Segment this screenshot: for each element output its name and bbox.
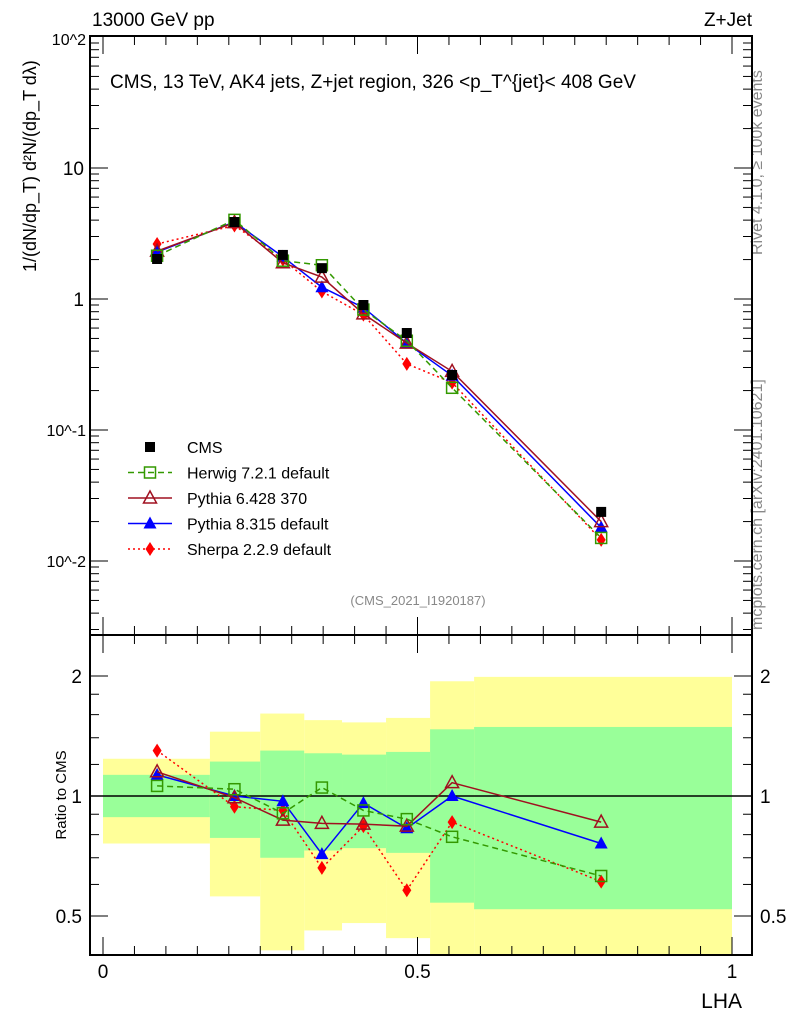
sherpa-marker [278, 803, 288, 818]
legend-item-sherpa: Sherpa 2.2.9 default [128, 542, 332, 559]
cms-marker [229, 217, 240, 228]
pythia6-marker [593, 512, 609, 528]
cms-marker [152, 253, 163, 264]
pythia8-marker [445, 789, 459, 801]
pythia6-marker [226, 789, 243, 804]
pythia8-marker [143, 516, 157, 529]
pythia6-marker [142, 489, 158, 504]
herwig-marker [594, 531, 608, 545]
analysis-id: (CMS_2021_I1920187) [350, 593, 485, 608]
cms-marker [145, 442, 155, 452]
herwig-marker [357, 804, 370, 817]
herwig-marker [150, 779, 164, 793]
pythia6-marker [314, 268, 330, 283]
plot-title: CMS, 13 TeV, AK4 jets, Z+jet region, 326… [110, 72, 636, 93]
mcplots-label: mcplots.cern.ch [arXiv:2401.10621] [749, 379, 766, 630]
header-right: Z+Jet [704, 10, 753, 31]
pythia6-marker [149, 763, 165, 778]
pythia8-marker [594, 836, 608, 849]
series-pythia8 [150, 215, 608, 533]
pythia8-marker [315, 280, 329, 293]
sherpa-marker [145, 542, 155, 556]
herwig-line [157, 785, 602, 877]
main-y-tick-labels: 10^-2 10^-1 1 10 10^2 [46, 32, 86, 571]
x-axis-label: LHA [701, 990, 742, 1013]
pythia6-marker [399, 334, 415, 349]
legend-item-pythia6: Pythia 6.428 370 [128, 489, 307, 508]
pythia8-line [156, 221, 602, 529]
y-tick-label: 10^-2 [46, 554, 86, 571]
series-cms [152, 217, 607, 517]
pythia8-marker [315, 847, 329, 860]
ratio-frame [89, 634, 753, 956]
series-sherpa [152, 743, 606, 898]
x-tick-label: 1 [727, 962, 738, 983]
y-tick-label: 1 [73, 290, 84, 311]
sherpa-marker [317, 860, 327, 875]
main-plot [89, 35, 753, 636]
pythia6-marker [355, 305, 372, 320]
pythia6-marker [593, 813, 609, 828]
pythia6-marker [314, 814, 330, 830]
x-tick-label: 0.5 [404, 962, 430, 983]
y-tick-label: 10^2 [52, 32, 86, 49]
legend-item-cms: CMS [145, 440, 223, 457]
legend-label: Pythia 8.315 default [187, 517, 329, 534]
legend-label: Herwig 7.2.1 default [187, 466, 330, 483]
ratio-plot: 0.5 0.5 1 1 2 2 0 0.5 1 [56, 634, 786, 983]
ratio-y-tick-label: 0.5 [760, 907, 786, 928]
herwig-marker [400, 812, 414, 826]
series-pythia6 [149, 763, 609, 832]
legend: CMS Herwig 7.2.1 default Pythia 6.428 370 P… [128, 440, 332, 559]
main-y-label: 1/(dN/dp_T) d²N/(dp_T dλ) [20, 60, 41, 272]
ratio-y-tick-label: 2 [71, 667, 82, 688]
sherpa-marker [152, 743, 162, 758]
sherpa-marker [447, 815, 457, 830]
herwig-marker [445, 381, 459, 395]
herwig-marker [445, 830, 459, 844]
herwig-marker [228, 782, 241, 796]
cms-marker [358, 299, 369, 310]
pythia8-marker [276, 794, 290, 807]
legend-label: Sherpa 2.2.9 default [187, 542, 332, 559]
pythia6-line [156, 771, 602, 827]
legend-item-pythia8: Pythia 8.315 default [128, 516, 329, 534]
series-herwig [150, 779, 608, 883]
pythia8-marker [400, 821, 414, 834]
herwig-marker [594, 869, 608, 883]
y-tick-label: 10 [63, 159, 84, 180]
x-tick-label: 0 [98, 962, 109, 983]
cms-marker [316, 263, 327, 274]
cms-marker [596, 506, 607, 517]
header-left: 13000 GeV pp [92, 10, 215, 31]
ratio-y-tick-label: 0.5 [56, 907, 82, 928]
ratio-y-tick-label: 1 [71, 787, 82, 808]
pythia8-line [156, 774, 602, 856]
legend-label: CMS [187, 440, 223, 457]
cms-marker [401, 328, 412, 339]
herwig-line [156, 218, 602, 539]
ratio-y-label: Ratio to CMS [53, 750, 70, 839]
pythia6-marker [444, 774, 460, 789]
y-tick-label: 10^-1 [46, 423, 86, 440]
pythia6-marker [355, 815, 372, 830]
rivet-label: Rivet 4.1.0, ≥ 100k events [749, 70, 766, 255]
legend-label: Pythia 6.428 370 [187, 491, 307, 508]
herwig-marker [315, 781, 329, 794]
sherpa-marker [402, 883, 412, 898]
herwig-marker [143, 466, 157, 479]
ratio-y-tick-label: 1 [760, 787, 771, 808]
herwig-marker [276, 807, 290, 820]
cms-marker [277, 249, 288, 260]
pythia6-line [156, 221, 602, 523]
ratio-y-tick-label: 2 [760, 667, 771, 688]
cms-marker [447, 369, 458, 380]
band-1sigma [386, 751, 431, 853]
sherpa-marker [402, 356, 412, 371]
legend-item-herwig: Herwig 7.2.1 default [128, 466, 330, 483]
band-1sigma [304, 753, 343, 851]
